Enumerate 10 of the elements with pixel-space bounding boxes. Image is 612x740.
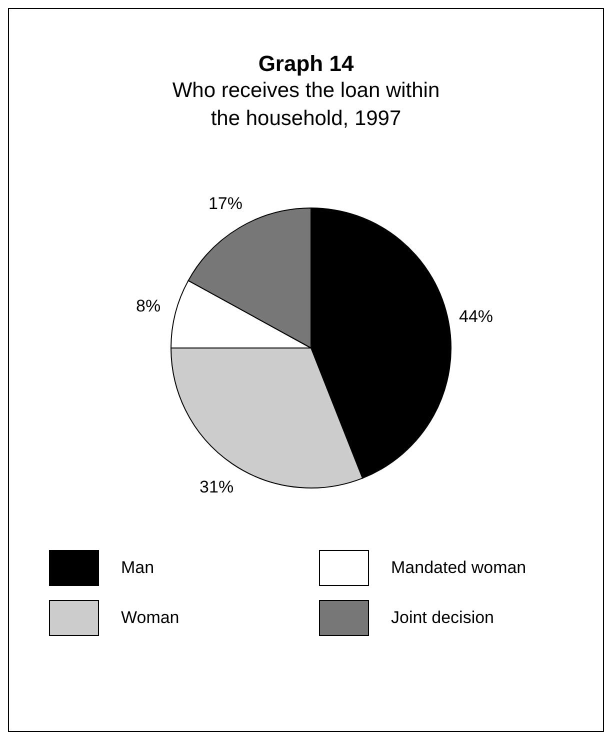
legend-label: Man [121,558,154,578]
data-label: 31% [200,477,234,496]
data-label: 8% [136,296,161,316]
data-label: 44% [459,307,494,326]
legend-label: Mandated woman [391,558,526,578]
legend-label: Joint decision [391,608,494,628]
chart-title: Graph 14 [257,51,355,77]
legend-label: Woman [121,608,180,628]
data-label: 17% [208,194,242,213]
chart-subtitle: Who receives the loan within the household, 1997 [171,78,441,132]
